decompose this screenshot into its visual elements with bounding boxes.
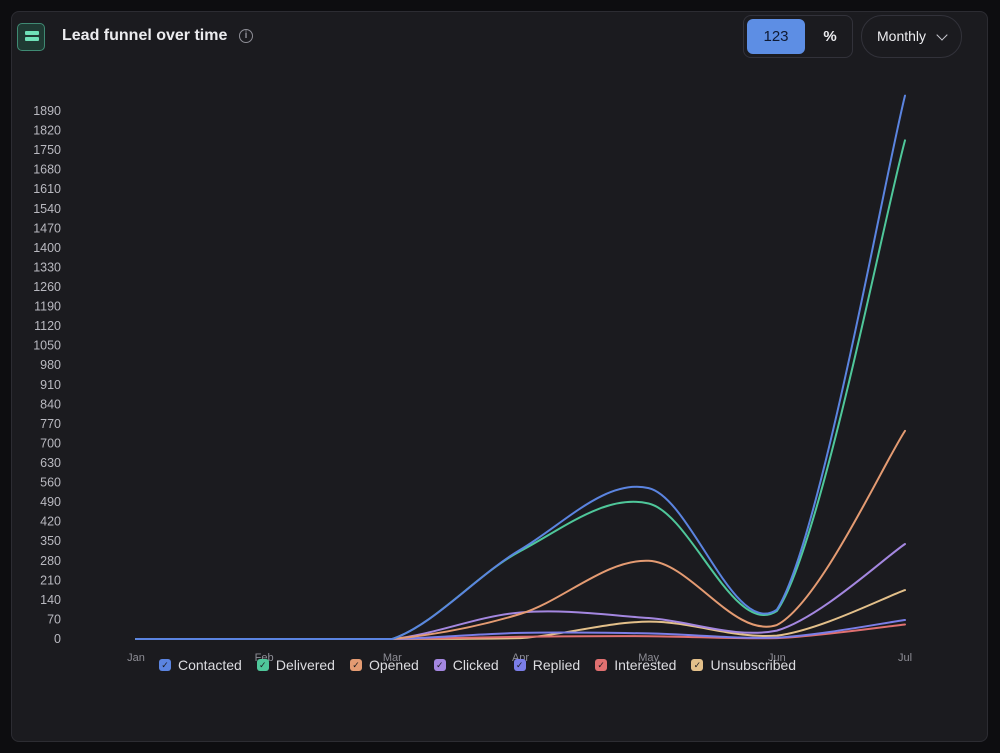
checkbox-icon: ✓ — [433, 659, 446, 671]
period-select[interactable]: Monthly — [861, 15, 962, 58]
legend-label: Unsubscribed — [710, 657, 797, 673]
y-tick-label: 1330 — [33, 260, 61, 274]
chart-legend: ✓ Contacted ✓ Delivered ✓ Opened ✓ Clicked ✓ Repl… — [159, 657, 811, 673]
y-tick-label: 770 — [40, 417, 61, 431]
legend-item-opened[interactable]: ✓ Opened — [349, 657, 419, 673]
legend-label: Delivered — [275, 657, 335, 673]
legend-item-clicked[interactable]: ✓ Clicked — [433, 657, 499, 673]
funnel-bars-icon — [17, 23, 45, 51]
legend-item-interested[interactable]: ✓ Interested — [595, 657, 676, 673]
y-tick-label: 1120 — [34, 319, 61, 333]
x-tick-label: Jul — [898, 652, 912, 664]
series-line-contacted[interactable] — [135, 94, 906, 641]
x-tick-label: Jun — [768, 652, 786, 664]
legend-label: Contacted — [178, 657, 242, 673]
period-select-value: Monthly — [877, 28, 927, 44]
y-tick-label: 1190 — [34, 300, 61, 314]
y-tick-label: 1050 — [33, 339, 61, 353]
legend-label: Replied — [532, 657, 581, 673]
y-tick-label: 980 — [40, 358, 61, 372]
y-tick-label: 490 — [40, 495, 61, 509]
legend-item-unsubscribed[interactable]: ✓ Unsubscribed — [691, 657, 796, 673]
y-tick-label: 1540 — [33, 202, 61, 216]
legend-label: Interested — [614, 657, 677, 673]
percent-mode-button[interactable]: % — [823, 28, 837, 45]
y-tick-label: 1470 — [33, 221, 61, 235]
y-tick-label: 1820 — [33, 124, 61, 138]
y-tick-label: 1680 — [33, 163, 61, 177]
y-tick-label: 560 — [40, 476, 61, 490]
y-tick-label: 210 — [40, 573, 61, 587]
y-tick-label: 350 — [40, 534, 61, 548]
y-tick-label: 910 — [40, 378, 61, 392]
checkbox-icon: ✓ — [513, 659, 526, 671]
chart-title: Lead funnel over time — [62, 27, 228, 44]
y-tick-label: 700 — [40, 436, 61, 450]
checkbox-icon: ✓ — [349, 659, 362, 671]
legend-label: Opened — [368, 657, 419, 673]
x-tick-label: Jan — [127, 652, 145, 664]
y-tick-label: 1750 — [33, 143, 61, 157]
y-tick-label: 1610 — [33, 182, 61, 196]
checkbox-icon: ✓ — [595, 659, 608, 671]
y-tick-label: 0 — [54, 632, 61, 646]
series-line-delivered[interactable] — [135, 139, 906, 641]
legend-item-contacted[interactable]: ✓ Contacted — [159, 657, 242, 673]
checkbox-icon: ✓ — [159, 659, 171, 671]
value-mode-toggle: 123 % — [743, 15, 853, 58]
checkbox-icon: ✓ — [691, 659, 704, 671]
y-tick-label: 630 — [40, 456, 61, 470]
legend-item-delivered[interactable]: ✓ Delivered — [256, 657, 335, 673]
count-mode-button[interactable]: 123 — [747, 19, 805, 54]
y-tick-label: 1260 — [33, 280, 61, 294]
y-tick-label: 1400 — [33, 241, 61, 255]
y-tick-label: 1890 — [33, 104, 61, 118]
info-circle-icon[interactable]: i — [239, 29, 253, 43]
checkbox-icon: ✓ — [256, 659, 269, 671]
y-tick-label: 280 — [40, 554, 61, 568]
legend-label: Clicked — [452, 657, 499, 673]
series-line-clicked[interactable] — [135, 543, 906, 641]
series-line-opened[interactable] — [135, 429, 906, 641]
y-tick-label: 140 — [40, 593, 61, 607]
x-tick-label: May — [638, 652, 659, 664]
x-tick-label: Mar — [383, 652, 402, 664]
legend-item-replied[interactable]: ✓ Replied — [513, 657, 581, 673]
y-tick-label: 420 — [40, 515, 61, 529]
y-tick-label: 840 — [40, 397, 61, 411]
y-tick-label: 70 — [47, 612, 61, 626]
